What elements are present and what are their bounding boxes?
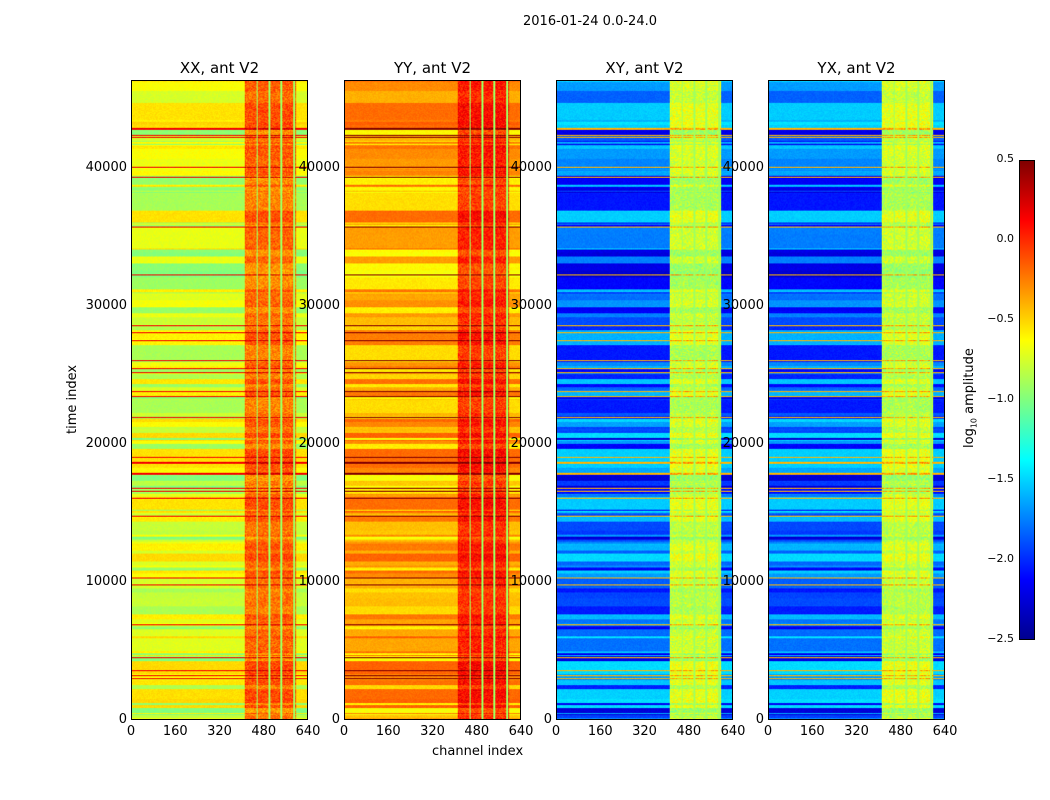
x-tick-label: 0 — [126, 724, 136, 739]
heatmap-panel-2: XY, ant V2 — [556, 59, 733, 720]
x-tick-label: 640 — [932, 724, 958, 739]
colorbar-tick-label: −2.0 — [987, 552, 1014, 565]
heatmap-panel-3: YX, ant V2 — [768, 59, 945, 720]
x-tick-label: 160 — [587, 724, 613, 739]
colorbar-label: log10 amplitude — [962, 348, 979, 448]
y-tick-label: 20000 — [298, 436, 340, 452]
y-tick-label: 10000 — [85, 574, 127, 590]
colorbar-tick-label: −1.0 — [987, 392, 1014, 405]
heatmap-image — [345, 81, 520, 719]
y-tick-label: 0 — [543, 712, 552, 727]
y-tick-label: 10000 — [510, 574, 552, 590]
y-tick-label: 40000 — [298, 160, 340, 176]
y-tick-label: 40000 — [510, 160, 552, 176]
y-tick-label: 30000 — [85, 298, 127, 314]
y-tick-label: 0 — [118, 712, 127, 727]
x-tick-label: 160 — [375, 724, 401, 739]
colorbar-tick-label: 0.5 — [996, 152, 1015, 165]
heatmap-image — [132, 81, 307, 719]
x-tick-label: 320 — [844, 724, 869, 739]
y-axis-label: time index — [65, 364, 80, 434]
heatmap-panel-1: YY, ant V2 — [344, 59, 521, 720]
x-tick-label: 160 — [162, 724, 188, 739]
y-tick-label: 20000 — [510, 436, 552, 452]
y-tick-label: 30000 — [298, 298, 340, 314]
colorbar-tick-label: 0.0 — [996, 232, 1015, 245]
heatmap-image — [769, 81, 944, 719]
x-tick-label: 160 — [799, 724, 825, 739]
colorbar — [1019, 160, 1035, 640]
y-tick-label: 10000 — [722, 574, 764, 590]
x-tick-label: 640 — [295, 724, 321, 739]
y-tick-label: 10000 — [298, 574, 340, 590]
panel-title: XX, ant V2 — [179, 59, 260, 77]
y-tick-label: 20000 — [85, 436, 127, 452]
x-tick-label: 480 — [676, 724, 702, 739]
panel-title: XY, ant V2 — [605, 59, 684, 77]
panel-title: YY, ant V2 — [393, 59, 471, 77]
y-tick-label: 0 — [331, 712, 340, 727]
x-tick-label: 0 — [551, 724, 561, 739]
heatmap-image — [557, 81, 732, 719]
x-tick-label: 640 — [720, 724, 746, 739]
heatmap-panel-0: XX, ant V2 — [131, 59, 308, 720]
y-tick-label: 40000 — [85, 160, 127, 176]
y-tick-label: 20000 — [722, 436, 764, 452]
y-tick-label: 30000 — [722, 298, 764, 314]
y-tick-label: 40000 — [722, 160, 764, 176]
x-tick-label: 480 — [251, 724, 277, 739]
panel-title: YX, ant V2 — [817, 59, 896, 77]
x-tick-label: 0 — [339, 724, 349, 739]
x-axis-label: channel index — [432, 744, 524, 759]
x-tick-label: 0 — [763, 724, 773, 739]
figure-title: 2016-01-24 0.0-24.0 — [523, 14, 657, 29]
colorbar-tick-label: −1.5 — [987, 472, 1014, 485]
colorbar-tick-label: −0.5 — [987, 312, 1014, 325]
x-tick-label: 320 — [207, 724, 232, 739]
colorbar-tick-label: −2.5 — [987, 632, 1014, 645]
x-tick-label: 640 — [508, 724, 534, 739]
y-tick-label: 0 — [755, 712, 764, 727]
x-tick-label: 320 — [420, 724, 445, 739]
x-tick-label: 480 — [888, 724, 914, 739]
x-tick-label: 480 — [464, 724, 490, 739]
x-tick-label: 320 — [632, 724, 657, 739]
y-tick-label: 30000 — [510, 298, 552, 314]
